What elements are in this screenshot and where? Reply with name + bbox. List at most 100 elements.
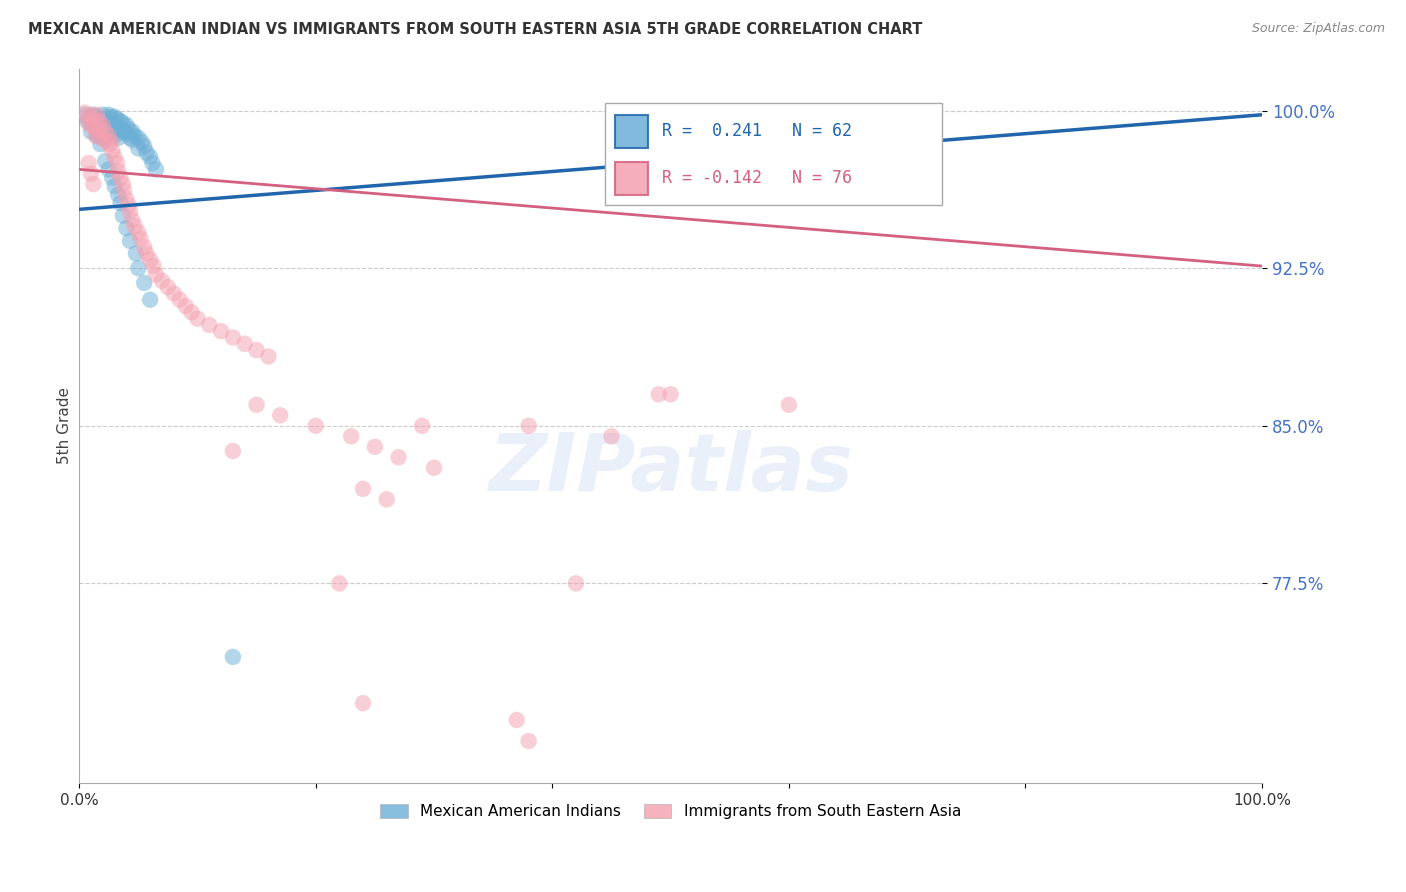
Point	[86, 120, 108, 135]
Text: R =  0.241   N = 62: R = 0.241 N = 62	[662, 122, 852, 140]
Point	[86, 108, 108, 122]
Point	[100, 110, 122, 124]
Point	[89, 131, 111, 145]
Point	[105, 112, 128, 126]
Point	[115, 192, 138, 206]
Point	[115, 127, 138, 141]
Point	[101, 127, 124, 141]
Point	[76, 114, 98, 128]
Point	[600, 429, 623, 443]
Point	[125, 246, 148, 260]
Point	[105, 120, 128, 135]
Point	[245, 398, 267, 412]
Point	[648, 387, 671, 401]
Point	[118, 122, 141, 136]
Point	[84, 128, 107, 143]
Point	[89, 127, 111, 141]
Point	[141, 156, 163, 170]
Point	[411, 418, 433, 433]
Point	[423, 460, 446, 475]
Point	[82, 112, 104, 126]
Point	[110, 196, 132, 211]
Point	[100, 135, 122, 149]
Bar	[614, 115, 648, 148]
Point	[89, 137, 111, 152]
Text: R = -0.142   N = 76: R = -0.142 N = 76	[662, 169, 852, 187]
Point	[352, 482, 374, 496]
Point	[124, 219, 146, 234]
Point	[89, 114, 111, 128]
Point	[124, 128, 146, 143]
Point	[180, 305, 202, 319]
Point	[328, 576, 350, 591]
Point	[920, 105, 942, 120]
Point	[89, 112, 111, 126]
Point	[150, 274, 173, 288]
Point	[80, 167, 103, 181]
Point	[387, 450, 409, 465]
Point	[107, 164, 129, 178]
Point	[118, 198, 141, 212]
Point	[135, 246, 157, 260]
Point	[97, 116, 120, 130]
Point	[91, 118, 114, 132]
Point	[222, 330, 245, 344]
Point	[112, 183, 135, 197]
Point	[121, 124, 143, 138]
Point	[110, 114, 132, 128]
Point	[142, 259, 165, 273]
Point	[94, 112, 117, 126]
Point	[97, 137, 120, 152]
Point	[77, 116, 100, 130]
Y-axis label: 5th Grade: 5th Grade	[58, 387, 72, 464]
Text: ZIPatlas: ZIPatlas	[488, 430, 853, 508]
Point	[86, 128, 108, 143]
Point	[127, 141, 149, 155]
Point	[115, 221, 138, 235]
Point	[174, 299, 197, 313]
Point	[118, 204, 141, 219]
Point	[105, 156, 128, 170]
Point	[112, 124, 135, 138]
Point	[517, 734, 540, 748]
Point	[131, 135, 153, 149]
Point	[127, 226, 149, 240]
Point	[118, 131, 141, 145]
Point	[80, 118, 103, 132]
Point	[89, 122, 111, 136]
Point	[139, 150, 162, 164]
Point	[89, 118, 111, 132]
Point	[107, 187, 129, 202]
Point	[104, 110, 127, 124]
Point	[517, 418, 540, 433]
Point	[305, 418, 328, 433]
Point	[506, 713, 529, 727]
Point	[352, 696, 374, 710]
Point	[101, 118, 124, 132]
Point	[134, 276, 156, 290]
Point	[121, 212, 143, 227]
Point	[198, 318, 221, 332]
Point	[82, 108, 104, 122]
Point	[156, 280, 179, 294]
Point	[115, 118, 138, 132]
Point	[565, 576, 588, 591]
Point	[222, 444, 245, 458]
Point	[269, 409, 291, 423]
Point	[257, 350, 280, 364]
Text: MEXICAN AMERICAN INDIAN VS IMMIGRANTS FROM SOUTH EASTERN ASIA 5TH GRADE CORRELAT: MEXICAN AMERICAN INDIAN VS IMMIGRANTS FR…	[28, 22, 922, 37]
Point	[340, 429, 363, 443]
Point	[80, 108, 103, 122]
Point	[139, 252, 162, 267]
Point	[121, 133, 143, 147]
Point	[83, 120, 105, 135]
Point	[104, 118, 127, 132]
Point	[364, 440, 387, 454]
Legend: Mexican American Indians, Immigrants from South Eastern Asia: Mexican American Indians, Immigrants fro…	[374, 798, 967, 825]
Point	[97, 162, 120, 177]
Point	[209, 324, 232, 338]
Point	[129, 232, 152, 246]
Point	[94, 153, 117, 168]
Point	[118, 234, 141, 248]
Point	[91, 108, 114, 122]
